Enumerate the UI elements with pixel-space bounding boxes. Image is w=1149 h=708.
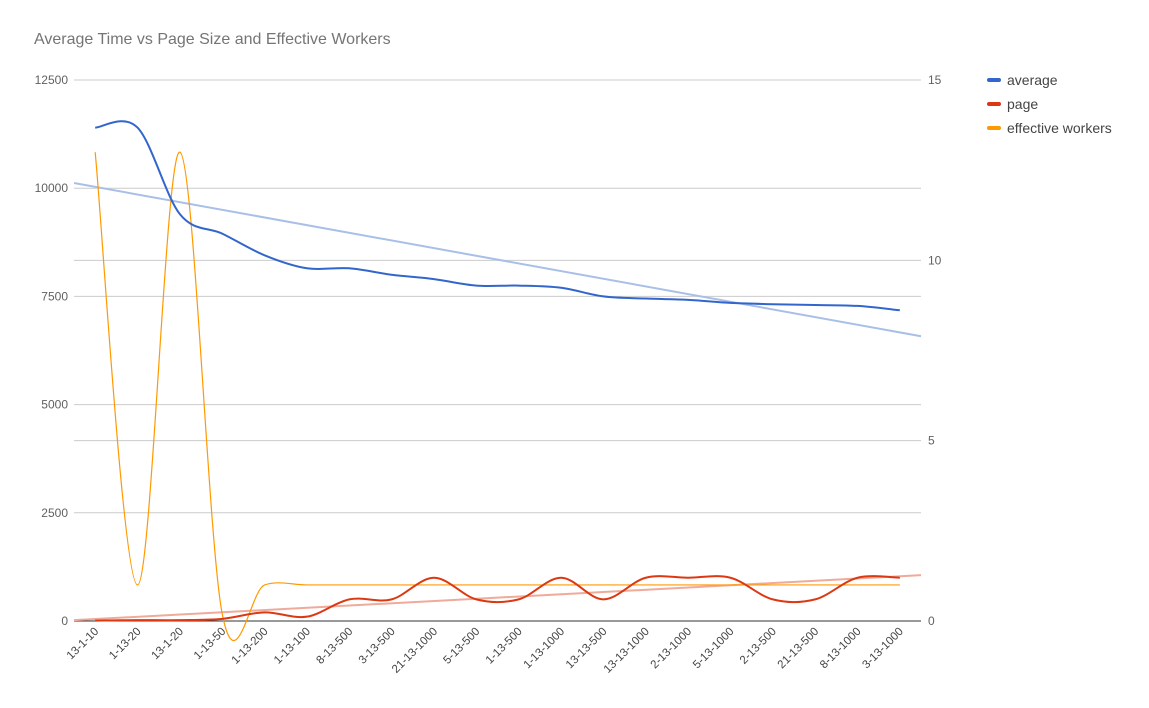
y-left-tick-label: 7500 (41, 289, 68, 303)
x-tick-label: 2-13-500 (738, 626, 779, 667)
y-right-tick-label: 5 (928, 434, 935, 448)
series-line-average (95, 120, 900, 312)
x-tick-label: 21-13-500 (776, 626, 822, 672)
x-tick-label: 8-13-500 (314, 626, 355, 667)
y-left-tick-label: 5000 (41, 398, 68, 412)
y-left-tick-label: 10000 (35, 181, 69, 195)
x-tick-label: 8-13-1000 (818, 626, 864, 672)
x-tick-label: 1-13-500 (484, 626, 525, 667)
gridlines (74, 79, 921, 622)
y-left-tick-label: 2500 (41, 506, 68, 520)
legend-label: effective workers (1007, 120, 1112, 136)
x-tick-label: 13-13-1000 (602, 626, 652, 676)
x-tick-label: 13-13-500 (564, 626, 610, 672)
y-right-tick-label: 15 (928, 73, 942, 87)
y-right-tick-label: 0 (928, 614, 935, 628)
y-axis-right: 0 5 10 15 (928, 73, 942, 628)
y-left-tick-label: 12500 (35, 73, 69, 87)
x-tick-label: 5-13-1000 (691, 626, 737, 672)
y-axis-left: 0 2500 5000 7500 10000 12500 (35, 73, 69, 628)
x-tick-label: 1-13-1000 (522, 626, 568, 672)
series-line-effective-workers (94, 151, 900, 642)
series-lines (94, 120, 900, 642)
x-axis: 13-1-10 1-13-20 13-1-20 1-13-50 1-13-200 1-13… (65, 626, 906, 676)
x-tick-label: 1-13-20 (107, 626, 144, 663)
chart-title: Average Time vs Page Size and Effective … (34, 31, 391, 48)
y-left-tick-label: 0 (61, 614, 68, 628)
x-tick-label: 1-13-100 (272, 626, 313, 667)
legend: average page effective workers (987, 72, 1112, 136)
trendline-page (73, 574, 922, 622)
trendline-average (73, 182, 922, 338)
x-tick-label: 3-13-500 (357, 626, 398, 667)
x-tick-label: 2-13-1000 (649, 626, 695, 672)
y-right-tick-label: 10 (928, 253, 942, 267)
x-tick-label: 1-13-50 (192, 626, 229, 663)
x-tick-label: 13-1-20 (149, 626, 186, 663)
legend-label: average (1007, 72, 1058, 88)
x-tick-label: 13-1-10 (65, 626, 102, 663)
x-tick-label: 3-13-1000 (860, 626, 906, 672)
x-tick-label: 21-13-1000 (390, 626, 440, 676)
series-line-page (95, 575, 900, 622)
x-tick-label: 5-13-500 (441, 626, 482, 667)
trendlines (73, 182, 922, 622)
legend-label: page (1007, 96, 1038, 112)
x-tick-label: 1-13-200 (230, 626, 271, 667)
